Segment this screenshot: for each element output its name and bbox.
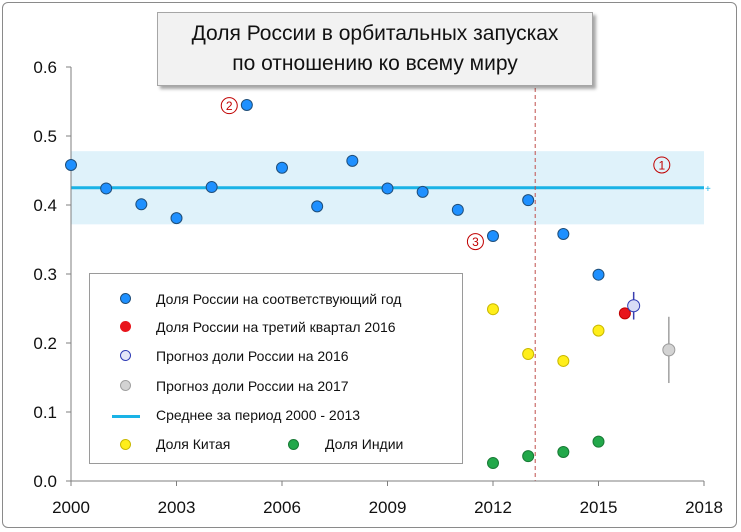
point-russia [276, 161, 288, 174]
legend-marker-forecast-2016 [120, 350, 131, 361]
point-russia [416, 185, 429, 198]
legend-label-forecast-2016: Прогноз доли России на 2016 [156, 348, 349, 364]
point-india [487, 457, 499, 470]
annotation-label: 1 [658, 158, 665, 172]
legend-marker-forecast-2017 [120, 380, 131, 391]
point-china [487, 303, 499, 316]
point-russia [240, 98, 253, 111]
chart-title-line2: по отношению ко всему миру [232, 52, 518, 75]
point-russia-q3-2016 [618, 307, 631, 320]
point-russia [170, 212, 183, 225]
point-russia [346, 154, 359, 167]
x-tick-label: 2015 [580, 498, 618, 517]
point-china [592, 324, 605, 337]
legend-label-china: Доля Китая [156, 436, 231, 452]
point-forecast-2016 [627, 299, 641, 313]
x-tick-label: 2018 [685, 498, 723, 517]
y-tick-label: 0.0 [33, 472, 57, 491]
legend-marker-mean [112, 415, 140, 418]
chart-legend: Доля России на соответствующий год Доля … [89, 273, 463, 464]
annotation-label: 2 [226, 99, 233, 113]
x-tick-label: 2009 [369, 498, 407, 517]
mean-line-end-marker: + [705, 184, 711, 195]
point-india [592, 435, 605, 448]
legend-label-russia-yearly: Доля России на соответствующий год [156, 291, 402, 307]
point-india [557, 446, 570, 459]
annotation-circle [466, 233, 484, 251]
point-russia [65, 158, 77, 171]
y-tick-label: 0.4 [33, 196, 57, 215]
annotation-label: 3 [472, 235, 479, 249]
chart-title: Доля России в орбитальных запусках по от… [157, 12, 593, 86]
x-tick-label: 2012 [474, 498, 512, 517]
legend-label-india: Доля Индии [325, 436, 404, 452]
point-russia [592, 268, 605, 281]
point-russia [135, 198, 148, 211]
annotation-circle [653, 156, 671, 174]
legend-label-russia-q3-2016: Доля России на третий квартал 2016 [156, 319, 396, 335]
annotation-circle [220, 97, 238, 115]
legend-marker-russia-yearly [120, 293, 131, 304]
point-russia [205, 181, 218, 194]
legend-marker-china [120, 439, 131, 450]
point-russia [311, 200, 324, 213]
y-tick-label: 0.2 [33, 334, 57, 353]
x-tick-label: 2003 [158, 498, 196, 517]
point-russia [381, 182, 394, 195]
legend-marker-russia-q3-2016 [120, 321, 131, 332]
y-tick-label: 0.1 [33, 403, 57, 422]
point-russia [487, 230, 499, 243]
y-tick-label: 0.6 [33, 58, 57, 77]
point-china [522, 348, 535, 361]
point-china [557, 354, 570, 367]
y-tick-label: 0.5 [33, 127, 57, 146]
point-russia [522, 194, 535, 207]
point-forecast-2017 [662, 343, 676, 357]
point-russia [557, 227, 570, 240]
chart-title-line1: Доля России в орбитальных запусках [191, 22, 559, 45]
point-india [522, 450, 535, 463]
x-tick-label: 2000 [52, 498, 90, 517]
y-tick-label: 0.3 [33, 265, 57, 284]
point-russia [100, 182, 113, 195]
point-russia [451, 203, 464, 216]
legend-label-mean: Среднее за период 2000 - 2013 [156, 407, 361, 423]
legend-marker-india [288, 439, 299, 450]
legend-label-forecast-2017: Прогноз доли России на 2017 [156, 378, 349, 394]
x-tick-label: 2006 [263, 498, 301, 517]
